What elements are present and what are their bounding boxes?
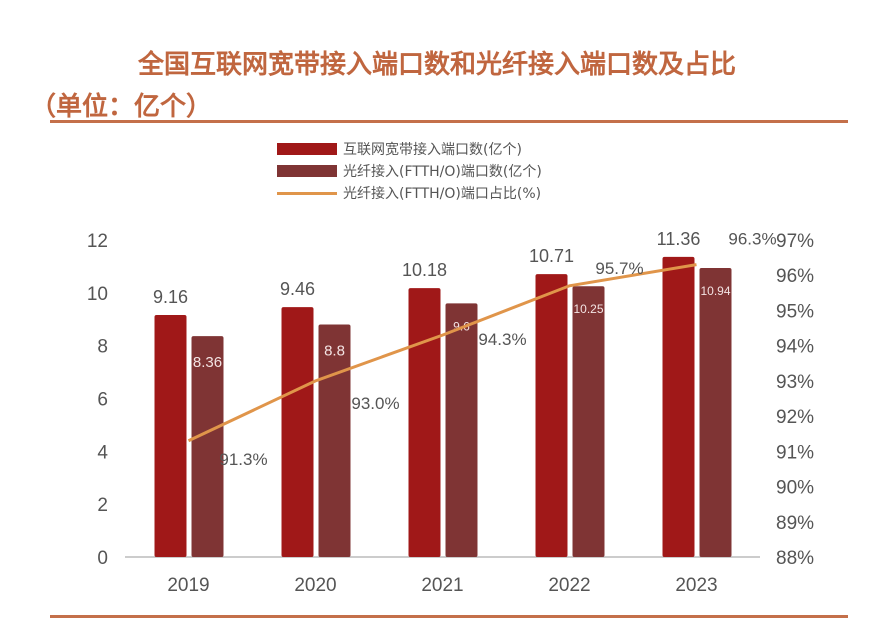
bar-broadband <box>408 288 441 557</box>
bar-label-fiber: 10.94 <box>700 284 730 298</box>
bottom-divider <box>50 615 848 618</box>
x-axis-tick: 2021 <box>421 575 463 596</box>
bar-broadband <box>535 274 568 557</box>
bar-label-fiber: 10.25 <box>573 302 603 316</box>
left-axis-tick: 2 <box>97 495 108 516</box>
right-axis-tick: 94% <box>776 337 814 358</box>
chart-title: 全国互联网宽带接入端口数和光纤接入端口数及占比 <box>138 50 737 80</box>
legend-item: 互联网宽带接入端口数(亿个) <box>277 138 542 160</box>
bar-broadband <box>662 256 695 557</box>
right-axis-tick: 90% <box>776 478 814 499</box>
right-axis-tick: 88% <box>776 548 814 569</box>
bar-label-broadband: 10.18 <box>402 260 447 280</box>
legend-swatch <box>277 165 337 177</box>
legend-label: 互联网宽带接入端口数(亿个) <box>343 142 522 158</box>
line-label: 95.7% <box>595 259 643 278</box>
legend-label: 光纤接入(FTTH/O)端口占比(%) <box>343 186 542 202</box>
bar-fiber <box>318 324 351 557</box>
line-fiber-share <box>187 263 697 443</box>
bar-label-broadband: 9.16 <box>153 287 188 307</box>
bar-fiber <box>445 303 478 557</box>
line-label: 93.0% <box>351 394 399 413</box>
line-label: 94.3% <box>478 330 526 349</box>
left-axis-tick: 6 <box>97 390 108 411</box>
legend-item: 光纤接入(FTTH/O)端口数(亿个) <box>277 160 542 182</box>
legend-label: 光纤接入(FTTH/O)端口数(亿个) <box>343 164 542 180</box>
right-axis-tick: 93% <box>776 372 814 393</box>
line-label: 96.3% <box>728 230 776 249</box>
legend-item: 光纤接入(FTTH/O)端口占比(%) <box>277 182 542 204</box>
bar-fiber <box>191 336 224 557</box>
legend: 互联网宽带接入端口数(亿个) 光纤接入(FTTH/O)端口数(亿个) 光纤接入(… <box>277 138 542 204</box>
bar-broadband <box>154 315 187 557</box>
line-label: 91.3% <box>219 450 267 469</box>
bar-label-fiber: 8.36 <box>193 354 222 371</box>
chart-unit: （单位：亿个） <box>30 92 213 122</box>
right-axis-tick: 95% <box>776 301 814 322</box>
right-axis-tick: 91% <box>776 442 814 463</box>
bar-label-broadband: 11.36 <box>657 229 701 249</box>
legend-swatch <box>277 143 337 155</box>
x-axis-tick: 2023 <box>675 575 717 596</box>
left-axis-tick: 0 <box>97 548 108 569</box>
left-axis-tick: 10 <box>87 284 108 305</box>
right-axis-tick: 96% <box>776 266 814 287</box>
top-divider <box>50 120 848 123</box>
x-axis-tick: 2022 <box>548 575 590 596</box>
left-axis-tick: 8 <box>97 337 108 358</box>
right-axis-tick: 92% <box>776 407 814 428</box>
bar-label-broadband: 9.46 <box>280 279 315 299</box>
bar-label-broadband: 10.71 <box>529 246 574 266</box>
right-axis-tick: 97% <box>776 231 814 252</box>
right-axis-tick: 89% <box>776 513 814 534</box>
x-axis-tick: 2019 <box>167 575 209 596</box>
left-axis-tick: 12 <box>87 231 108 252</box>
bar-label-fiber: 8.8 <box>324 343 345 360</box>
left-axis-tick: 4 <box>97 442 108 463</box>
bar-fiber <box>699 268 732 557</box>
legend-swatch <box>277 191 337 195</box>
bar-broadband <box>281 307 314 557</box>
x-axis-tick: 2020 <box>294 575 336 596</box>
bar-fiber <box>572 286 605 557</box>
